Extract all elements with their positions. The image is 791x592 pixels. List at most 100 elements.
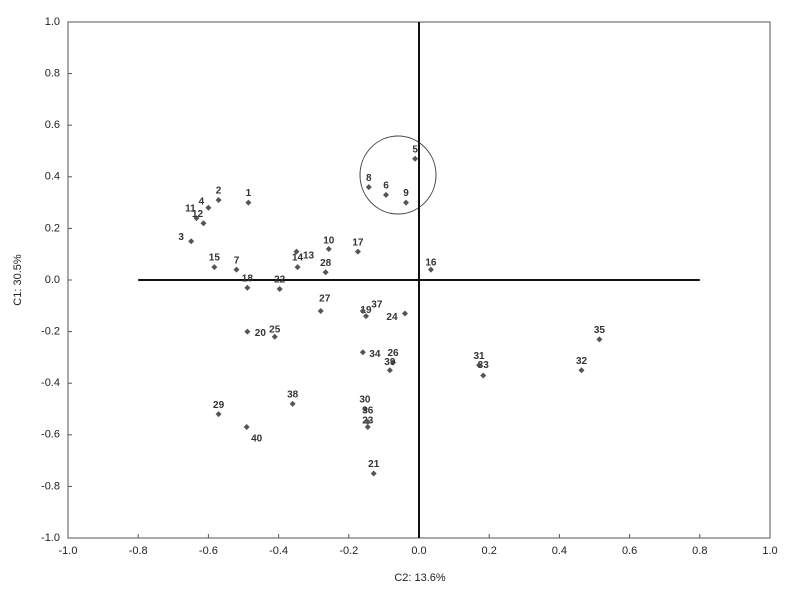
y-tick-label: 0.8 xyxy=(45,68,60,80)
point xyxy=(188,238,195,245)
point-label: 37 xyxy=(371,300,383,311)
point xyxy=(244,284,251,291)
x-tick-label: -1.0 xyxy=(59,545,78,557)
point-label: 31 xyxy=(473,351,485,362)
y-tick-label: 0.2 xyxy=(45,222,60,234)
point-label: 34 xyxy=(369,349,381,360)
point-label: 12 xyxy=(192,209,204,220)
point xyxy=(354,248,361,255)
y-tick-label: 0.6 xyxy=(45,119,60,131)
point xyxy=(294,264,301,271)
point-label: 4 xyxy=(199,196,205,207)
point xyxy=(386,367,393,374)
point-label: 36 xyxy=(362,406,374,417)
point xyxy=(244,328,251,335)
point xyxy=(578,367,585,374)
point-label: 17 xyxy=(352,237,364,248)
y-tick-label: 0.4 xyxy=(45,171,60,183)
point xyxy=(480,372,487,379)
point xyxy=(596,336,603,343)
point xyxy=(390,359,397,366)
y-tick-label: -1.0 xyxy=(41,532,60,544)
x-tick-label: -0.4 xyxy=(269,545,288,557)
point-label: 32 xyxy=(576,356,588,367)
x-tick-label: 0.0 xyxy=(411,545,426,557)
x-tick-label: -0.2 xyxy=(339,545,358,557)
y-axis-title: C1: 30.5% xyxy=(12,254,24,306)
point-label: 27 xyxy=(319,294,331,305)
point xyxy=(322,269,329,276)
point-label: 19 xyxy=(360,305,372,316)
point xyxy=(325,246,332,253)
x-tick-label: 1.0 xyxy=(762,545,777,557)
point xyxy=(359,349,366,356)
point xyxy=(365,184,372,191)
x-tick-label: 0.8 xyxy=(692,545,707,557)
point xyxy=(383,191,390,198)
point xyxy=(403,199,410,206)
point xyxy=(233,266,240,273)
point xyxy=(370,470,377,477)
point-label: 29 xyxy=(213,400,225,411)
y-tick-label: -0.4 xyxy=(41,377,60,389)
point xyxy=(205,204,212,211)
point-label: 2 xyxy=(216,186,222,197)
point-label: 21 xyxy=(368,459,380,470)
x-tick-label: -0.8 xyxy=(129,545,148,557)
y-tick-label: -0.2 xyxy=(41,326,60,338)
x-tick-label: 0.4 xyxy=(552,545,567,557)
point xyxy=(364,418,371,425)
x-tick-label: 0.2 xyxy=(482,545,497,557)
point-label: 38 xyxy=(287,389,299,400)
point xyxy=(243,424,250,431)
point-label: 14 xyxy=(292,253,304,264)
point-label: 35 xyxy=(594,325,606,336)
point-label: 40 xyxy=(251,434,263,445)
point xyxy=(362,313,369,320)
point xyxy=(271,333,278,340)
y-tick-label: -0.8 xyxy=(41,480,60,492)
point-label: 39 xyxy=(384,357,396,368)
y-tick-label: 0.0 xyxy=(45,274,60,286)
point-label: 18 xyxy=(242,273,254,284)
point-label: 7 xyxy=(234,255,240,266)
point-label: 24 xyxy=(386,312,398,323)
point xyxy=(364,424,371,431)
point-label: 30 xyxy=(359,395,371,406)
point xyxy=(361,406,368,412)
point xyxy=(476,362,483,369)
point-label: 15 xyxy=(209,253,221,264)
point xyxy=(317,307,324,314)
point-label: 5 xyxy=(412,144,418,155)
point-label: 25 xyxy=(269,324,281,335)
point-label: 6 xyxy=(383,181,389,192)
point xyxy=(401,310,408,317)
point-label: 9 xyxy=(403,188,409,199)
point-label: 13 xyxy=(303,250,315,261)
x-tick-label: 0.6 xyxy=(622,545,637,557)
point-label: 8 xyxy=(366,173,372,184)
point-label: 10 xyxy=(323,236,335,247)
point-label: 28 xyxy=(320,258,332,269)
point xyxy=(276,286,283,293)
point xyxy=(359,307,366,314)
point xyxy=(289,400,296,407)
point xyxy=(412,155,419,162)
point-label: 1 xyxy=(246,188,252,199)
highlight-circle xyxy=(359,135,437,215)
point-label: 33 xyxy=(478,360,490,371)
y-tick-label: 1.0 xyxy=(45,16,60,28)
y-tick-label: -0.6 xyxy=(41,429,60,441)
point-label: 22 xyxy=(274,275,286,286)
point xyxy=(245,199,252,206)
point-label: 20 xyxy=(255,328,267,339)
point-label: 16 xyxy=(425,257,437,268)
x-tick-label: -0.6 xyxy=(199,545,218,557)
point-label: 11 xyxy=(185,204,196,215)
point xyxy=(211,264,218,271)
point xyxy=(293,248,300,255)
point-label: 26 xyxy=(387,348,399,359)
point xyxy=(427,266,434,273)
point xyxy=(215,411,222,418)
